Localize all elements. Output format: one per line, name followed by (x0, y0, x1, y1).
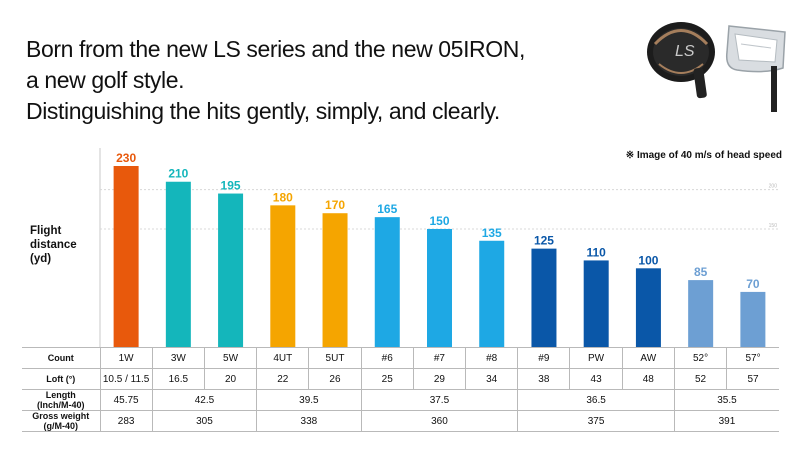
spec-row: Length (Inch/M-40) 45.75 42.5 39.5 37.5 36.5 35… (22, 389, 779, 411)
bar-11 (688, 280, 714, 347)
bar-5 (374, 217, 400, 347)
bar-value-label: 85 (694, 265, 708, 279)
spec-row-label-line: Length (45, 390, 76, 400)
y-axis-label-line-1: Flight (30, 225, 62, 237)
spec-cell: 305 (151, 410, 258, 432)
spec-cell: 5UT (308, 347, 362, 369)
headline-line-3: Distinguishing the hits gently, simply, … (26, 98, 500, 124)
bar-2 (218, 193, 244, 347)
spec-cell: 57 (726, 368, 779, 390)
spec-row: Loft (°) 10.5 / 11.5 16.5 20 22 26 25 29 34 38 43 4… (22, 368, 779, 390)
spec-cell: AW (621, 347, 675, 369)
spec-cell: 39.5 (256, 389, 362, 411)
spec-cell: 391 (673, 410, 779, 432)
spec-cell: 20 (203, 368, 258, 390)
bar-3 (270, 205, 296, 347)
gridline-label: 150 (769, 223, 778, 229)
bar-4 (322, 213, 348, 347)
bar-9 (583, 260, 609, 347)
bar-value-label: 70 (746, 277, 760, 291)
bar-value-label: 195 (221, 179, 241, 193)
spec-cell: 43 (569, 368, 623, 390)
spec-cell: 283 (99, 410, 153, 432)
spec-cell: 26 (308, 368, 362, 390)
spec-row-label-line: (g/M-40) (43, 421, 79, 431)
bar-12 (740, 291, 766, 347)
spec-cell: 36.5 (517, 389, 675, 411)
spec-table: Count 1W 3W 5W 4UT 5UT #6 #7 #8 #9 PW AW 52° 57° Loft … (22, 347, 779, 432)
spec-cell: #6 (360, 347, 414, 369)
spec-row-label: Length (Inch/M-40) (22, 389, 101, 411)
spec-cell: 34 (465, 368, 519, 390)
spec-cell: 338 (256, 410, 362, 432)
spec-row-label: Loft (°) (22, 368, 101, 390)
spec-cell: 10.5 / 11.5 (99, 368, 153, 390)
bar-0 (113, 166, 139, 347)
spec-cell: 25 (360, 368, 414, 390)
head-speed-note: ※ Image of 40 m/s of head speed (625, 150, 782, 161)
spec-cell: 38 (517, 368, 571, 390)
product-image: LS (647, 22, 786, 112)
bar-value-label: 180 (273, 190, 293, 204)
spec-cell: 1W (99, 347, 153, 369)
bar-value-label: 110 (587, 245, 607, 259)
y-axis-label-line-2: distance (30, 239, 77, 251)
spec-cell: 375 (517, 410, 675, 432)
spec-cell: 52 (673, 368, 728, 390)
bar-value-label: 230 (116, 151, 136, 165)
spec-row: Count 1W 3W 5W 4UT 5UT #6 #7 #8 #9 PW AW 52° 57° (22, 347, 779, 369)
spec-cell: 45.75 (99, 389, 153, 411)
spec-row-label-line: (Inch/M-40) (36, 400, 85, 410)
driver-head-icon: LS (647, 22, 715, 99)
spec-row-label-line: Loft (°) (46, 374, 76, 384)
spec-cell: 42.5 (151, 389, 258, 411)
spec-cell: 3W (151, 347, 205, 369)
spec-cell: 48 (621, 368, 675, 390)
spec-cell: 35.5 (673, 389, 779, 411)
spec-cell: #8 (465, 347, 519, 369)
spec-cell: 360 (360, 410, 519, 432)
spec-cell: 5W (203, 347, 258, 369)
spec-cell: 16.5 (151, 368, 205, 390)
bar-8 (531, 248, 557, 347)
spec-row-label-line: Gross weight (32, 411, 90, 421)
bar-value-label: 125 (534, 234, 554, 248)
bar-value-label: 165 (377, 202, 397, 216)
flight-distance-chart: 200 150 230 210 195 180 170 165 150 135 125 110 100 8… (99, 148, 779, 347)
headline-line-1: Born from the new LS series and the new … (26, 36, 525, 62)
spec-cell: 4UT (256, 347, 310, 369)
bar-6 (427, 228, 452, 347)
bar-10 (635, 268, 661, 347)
bar-7 (479, 240, 505, 347)
spec-cell: #7 (412, 347, 467, 369)
headline-line-2: a new golf style. (26, 67, 185, 93)
bar-value-label: 100 (638, 253, 658, 267)
spec-cell: 57° (726, 347, 779, 369)
spec-cell: #9 (517, 347, 571, 369)
spec-row-label: Count (22, 347, 101, 369)
gridline-label: 200 (769, 184, 778, 190)
svg-text:LS: LS (675, 43, 695, 60)
spec-row-label-line: Count (47, 353, 74, 363)
spec-row: Gross weight (g/M-40) 283 305 338 360 375 391 (22, 410, 779, 432)
y-axis-label: Flight distance (yd) (30, 224, 77, 266)
spec-row-label: Gross weight (g/M-40) (22, 410, 101, 432)
y-axis-label-line-3: (yd) (30, 253, 52, 265)
spec-cell: PW (569, 347, 623, 369)
spec-cell: 37.5 (360, 389, 519, 411)
spec-cell: 52° (673, 347, 728, 369)
bar-value-label: 210 (168, 167, 188, 181)
spec-cell: 29 (412, 368, 467, 390)
headline: Born from the new LS series and the new … (26, 34, 616, 127)
spec-cell: 22 (256, 368, 310, 390)
bar-value-label: 170 (325, 198, 345, 212)
bar-value-label: 135 (482, 226, 502, 240)
bar-1 (165, 181, 191, 347)
iron-head-icon (725, 25, 786, 112)
bar-value-label: 150 (429, 214, 449, 228)
